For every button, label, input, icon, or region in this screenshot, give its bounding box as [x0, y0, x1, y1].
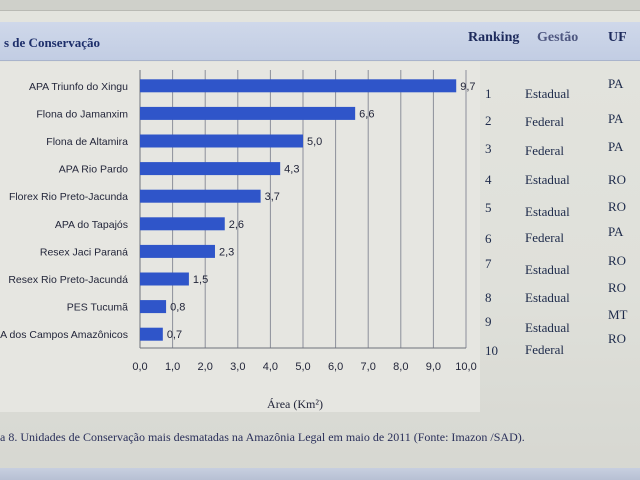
x-tick-label: 8,0 — [393, 361, 408, 373]
table-header-band — [0, 22, 640, 61]
ranking-cell: 7 — [485, 256, 492, 271]
bottom-strip — [0, 468, 640, 480]
bar — [140, 217, 225, 231]
bar — [140, 300, 167, 314]
x-tick-label: 9,0 — [426, 361, 441, 373]
uf-cell: PA — [608, 224, 624, 239]
data-label: 0,7 — [167, 329, 182, 341]
category-label: NA dos Campos Amazônicos — [0, 329, 128, 341]
bar — [140, 189, 261, 203]
x-tick-label: 7,0 — [361, 361, 376, 373]
uf-cell: MT — [608, 307, 628, 322]
data-label: 1,5 — [193, 274, 208, 286]
gestao-cell: Estadual — [525, 172, 570, 187]
uf-cell: RO — [608, 199, 627, 214]
header-title: s de Conservação — [4, 35, 101, 50]
ranking-cell: 8 — [485, 290, 492, 305]
ranking-cell: 6 — [485, 231, 492, 246]
category-label: APA Triunfo do Xingu — [29, 81, 128, 93]
bar — [140, 79, 457, 93]
data-label: 2,6 — [229, 219, 244, 231]
uf-cell: RO — [608, 331, 627, 346]
gestao-cell: Estadual — [525, 290, 570, 305]
category-label: Florex Rio Preto-Jacunda — [9, 191, 128, 203]
column-header-uf: UF — [608, 30, 627, 45]
category-label: Resex Jaci Paraná — [40, 246, 128, 258]
uf-cell: RO — [608, 280, 627, 295]
category-label: PES Tucumã — [67, 302, 128, 314]
column-header-gestao: Gestão — [537, 30, 579, 45]
chart-panel — [0, 62, 480, 412]
bar — [140, 134, 303, 148]
ranking-cell: 5 — [485, 200, 492, 215]
bar-chart: APA Triunfo do Xingu 9,7 Flona do Jamanxim… — [0, 70, 477, 411]
ranking-cell: 9 — [485, 314, 492, 329]
x-tick-label: 2,0 — [198, 361, 213, 373]
ranking-cell: 1 — [485, 86, 492, 101]
category-label: Resex Rio Preto-Jacundá — [8, 274, 128, 286]
ranking-cell: 2 — [485, 113, 492, 128]
gestao-cell: Federal — [525, 114, 564, 129]
uf-cell: RO — [608, 253, 627, 268]
column-header-ranking: Ranking — [468, 30, 520, 45]
x-tick-label: 10,0 — [455, 361, 476, 373]
uf-cell: RO — [608, 172, 627, 187]
category-label: APA Rio Pardo — [59, 164, 128, 176]
data-label: 2,3 — [219, 246, 234, 258]
bar — [140, 272, 189, 286]
category-label: Flona de Altamira — [46, 136, 128, 148]
gestao-cell: Federal — [525, 143, 564, 158]
top-text-strip — [0, 0, 640, 11]
figure-caption: a 8. Unidades de Conservação mais desmat… — [0, 430, 525, 444]
x-tick-label: 5,0 — [295, 361, 310, 373]
x-tick-label: 6,0 — [328, 361, 343, 373]
data-label: 4,3 — [284, 164, 299, 176]
bar — [140, 162, 281, 176]
gestao-cell: Estadual — [525, 204, 570, 219]
data-label: 0,8 — [170, 302, 185, 314]
x-axis-title: Área (Km²) — [267, 397, 323, 411]
x-tick-label: 3,0 — [230, 361, 245, 373]
data-label: 6,6 — [359, 108, 374, 120]
gestao-cell: Estadual — [525, 320, 570, 335]
gestao-cell: Federal — [525, 230, 564, 245]
gestao-cell: Estadual — [525, 86, 570, 101]
bar — [140, 244, 215, 258]
data-label: 5,0 — [307, 136, 322, 148]
uf-cell: PA — [608, 139, 624, 154]
ranking-cell: 4 — [485, 172, 492, 187]
data-label: 3,7 — [265, 191, 280, 203]
x-tick-label: 0,0 — [132, 361, 147, 373]
uf-cell: PA — [608, 111, 624, 126]
category-label: Flona do Jamanxim — [36, 108, 128, 120]
gestao-cell: Estadual — [525, 262, 570, 277]
category-label: APA do Tapajós — [55, 219, 128, 231]
bar — [140, 106, 356, 120]
bar — [140, 327, 163, 341]
x-tick-label: 4,0 — [263, 361, 278, 373]
x-tick-label: 1,0 — [165, 361, 180, 373]
ranking-cell: 10 — [485, 343, 498, 358]
ranking-cell: 3 — [485, 141, 492, 156]
data-label: 9,7 — [460, 81, 475, 93]
uf-cell: PA — [608, 76, 624, 91]
gestao-cell: Federal — [525, 342, 564, 357]
